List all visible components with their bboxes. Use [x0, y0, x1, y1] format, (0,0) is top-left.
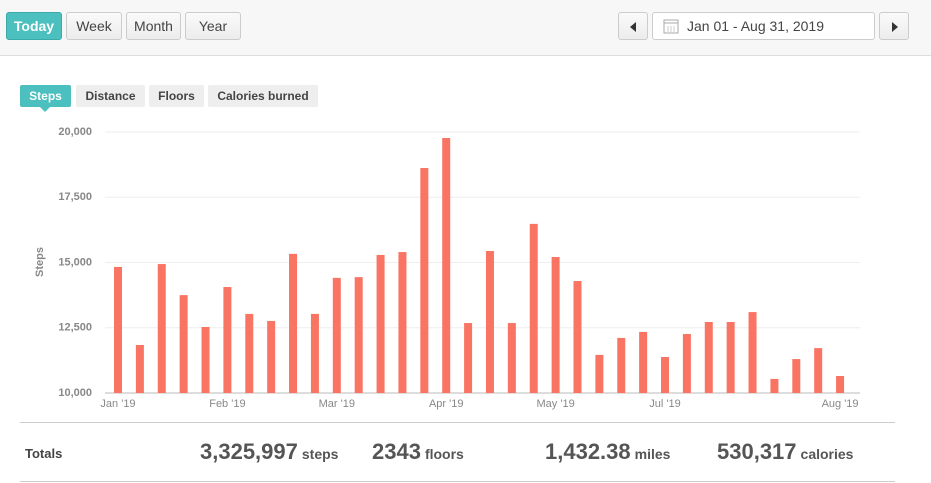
period-button[interactable]: Week — [66, 12, 122, 40]
total-unit: calories — [800, 446, 854, 462]
bar — [639, 331, 648, 393]
bar — [376, 254, 385, 393]
total-value: 3,325,997 — [200, 439, 298, 464]
bar — [310, 313, 319, 393]
total-unit: steps — [301, 446, 339, 462]
bar — [661, 356, 670, 393]
period-button[interactable]: Year — [185, 12, 241, 40]
bar — [201, 326, 210, 393]
x-tick-label: Jul '19 — [649, 398, 680, 410]
toolbar: Today Week Month Year Jan 01 - Aug 31, 2… — [0, 0, 931, 56]
date-range[interactable]: Jan 01 - Aug 31, 2019 — [652, 12, 875, 40]
prev-button[interactable] — [618, 12, 648, 40]
y-tick-label: 17,500 — [58, 191, 92, 203]
bar — [704, 322, 713, 393]
total-value: 530,317 — [717, 439, 797, 464]
total: 530,317 calories — [717, 439, 853, 465]
bar — [157, 264, 166, 393]
bar — [485, 251, 494, 393]
bar — [595, 354, 604, 393]
bar — [223, 287, 232, 393]
total-unit: floors — [424, 446, 464, 462]
y-tick-label: 15,000 — [58, 256, 92, 268]
y-tick-label: 10,000 — [58, 387, 92, 399]
bar — [420, 168, 429, 393]
bar — [617, 337, 626, 393]
total-value: 1,432.38 — [545, 439, 631, 464]
bar — [179, 295, 188, 393]
bar — [267, 320, 276, 393]
bar — [442, 138, 451, 393]
total: 2343 floors — [372, 439, 464, 465]
bar — [135, 344, 144, 393]
bar — [398, 252, 407, 393]
bar — [748, 312, 757, 393]
bar — [682, 334, 691, 393]
x-tick-label: Mar '19 — [319, 398, 355, 410]
bar — [573, 281, 582, 393]
bar — [507, 323, 516, 393]
tab[interactable]: Calories burned — [208, 85, 318, 107]
x-tick-label: Jan '19 — [100, 398, 135, 410]
separator — [20, 481, 895, 482]
bar — [245, 313, 254, 393]
bar — [289, 253, 298, 393]
total: 1,432.38 miles — [545, 439, 670, 465]
bar — [792, 359, 801, 393]
bar — [836, 376, 845, 393]
period-button[interactable]: Today — [6, 12, 62, 40]
bar — [114, 266, 122, 393]
next-button[interactable] — [879, 12, 909, 40]
bar — [354, 277, 363, 393]
x-tick-label: Apr '19 — [429, 398, 464, 410]
total-unit: miles — [634, 446, 671, 462]
x-tick-label: Feb '19 — [209, 398, 245, 410]
total-value: 2343 — [372, 439, 421, 464]
tab-pointer — [40, 107, 50, 112]
x-tick-label: May '19 — [537, 398, 575, 410]
calendar-icon — [663, 19, 679, 34]
bar — [529, 223, 538, 393]
separator — [20, 422, 895, 423]
bar — [464, 323, 473, 393]
date-range-text: Jan 01 - Aug 31, 2019 — [687, 18, 824, 34]
bar — [814, 348, 823, 393]
totals-label: Totals — [25, 446, 63, 461]
y-tick-label: 20,000 — [58, 126, 92, 138]
y-tick-label: 12,500 — [58, 322, 92, 334]
period-button[interactable]: Month — [126, 12, 181, 40]
chart: Steps 10,000 12,500 15,000 17,500 20,000 Jan … — [34, 126, 860, 410]
bar — [770, 378, 779, 393]
tab[interactable]: Steps — [20, 85, 71, 107]
bar — [332, 277, 341, 393]
y-axis-title: Steps — [34, 247, 46, 277]
bar — [726, 322, 735, 393]
x-tick-label: Aug '19 — [822, 398, 859, 410]
bar — [551, 257, 560, 393]
tab[interactable]: Floors — [149, 85, 204, 107]
tab[interactable]: Distance — [76, 85, 145, 107]
total: 3,325,997 steps — [200, 439, 338, 465]
